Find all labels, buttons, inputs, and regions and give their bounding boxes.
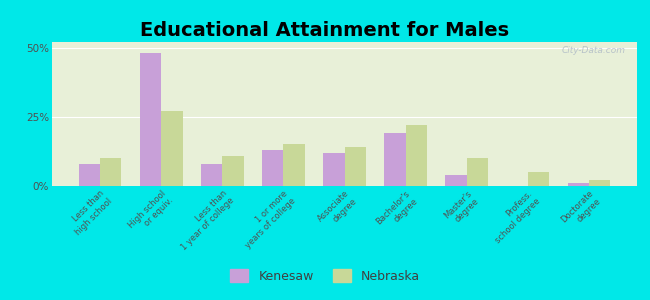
Bar [201, 164, 222, 186]
Bar [140, 53, 161, 186]
Bar [384, 134, 406, 186]
Bar [100, 158, 122, 186]
Bar [467, 158, 488, 186]
Bar [222, 155, 244, 186]
Bar [161, 111, 183, 186]
Bar [344, 147, 366, 186]
Bar [283, 145, 305, 186]
Bar [323, 153, 345, 186]
Text: City-Data.com: City-Data.com [562, 46, 625, 55]
Bar [589, 181, 610, 186]
Bar [406, 125, 427, 186]
Legend: Kenesaw, Nebraska: Kenesaw, Nebraska [225, 264, 425, 288]
Bar [567, 183, 589, 186]
Bar [528, 172, 549, 186]
Bar [79, 164, 100, 186]
Text: Educational Attainment for Males: Educational Attainment for Males [140, 21, 510, 40]
Bar [445, 175, 467, 186]
Bar [262, 150, 283, 186]
